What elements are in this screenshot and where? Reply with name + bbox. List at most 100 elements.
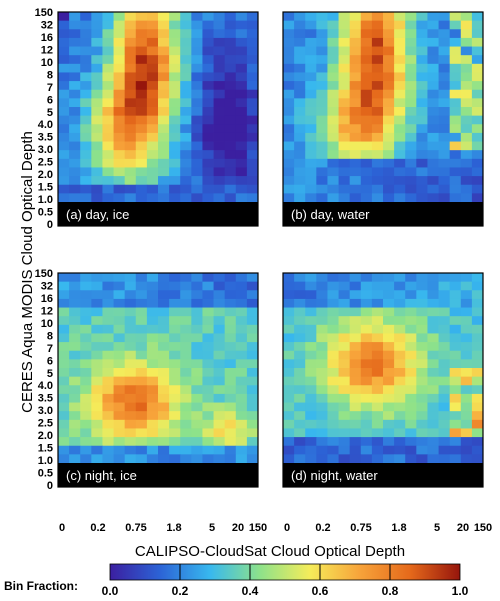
heatmap-cell	[113, 29, 126, 39]
heatmap-cell	[80, 184, 92, 194]
heatmap-cell	[169, 281, 181, 291]
heatmap-cell	[58, 385, 70, 395]
heatmap-cell	[383, 307, 395, 317]
heatmap-cell	[283, 454, 295, 464]
heatmap-cell	[460, 107, 473, 117]
heatmap-cell	[349, 158, 362, 168]
heatmap-cell	[283, 281, 295, 291]
heatmap-cell	[449, 12, 462, 22]
y-tick-label: 4.0	[38, 119, 53, 131]
heatmap-cell	[235, 20, 248, 30]
heatmap-cell	[246, 298, 259, 308]
heatmap-cell	[294, 281, 306, 291]
heatmap-cell	[294, 437, 306, 447]
heatmap-cell	[338, 167, 351, 177]
heatmap-cell	[360, 376, 373, 386]
heatmap-cell	[180, 281, 192, 291]
heatmap-cell	[305, 281, 317, 291]
heatmap-cell	[305, 124, 317, 134]
heatmap-cell	[224, 193, 237, 203]
heatmap-cell	[349, 385, 362, 395]
heatmap-cell	[405, 89, 417, 99]
heatmap-cell	[158, 115, 170, 125]
y-tick-label: 5	[47, 107, 53, 119]
heatmap-cell	[427, 141, 439, 151]
heatmap-cell	[460, 273, 473, 283]
heatmap-cell	[91, 281, 103, 291]
heatmap-cell	[394, 12, 406, 22]
heatmap-cell	[224, 141, 237, 151]
heatmap-cell	[191, 150, 203, 160]
heatmap-cell	[294, 376, 306, 386]
heatmap-cell	[213, 359, 226, 369]
heatmap-cell	[327, 132, 339, 142]
heatmap-cell	[246, 107, 259, 117]
heatmap-cell	[460, 368, 473, 378]
heatmap-cell	[180, 89, 192, 99]
heatmap-cell	[449, 141, 462, 151]
heatmap-cell	[80, 167, 92, 177]
heatmap-cell	[305, 63, 317, 73]
colorbar-title: Bin Fraction:	[4, 579, 78, 593]
heatmap-cell	[146, 63, 159, 73]
heatmap-cell	[146, 167, 159, 177]
heatmap-cell	[191, 298, 203, 308]
heatmap-cell	[58, 445, 70, 455]
heatmap-cell	[102, 158, 114, 168]
heatmap-cell	[113, 55, 126, 65]
heatmap-cell	[327, 72, 339, 82]
heatmap-cell	[283, 307, 295, 317]
heatmap-cell	[438, 428, 451, 438]
heatmap-cell	[316, 107, 328, 117]
heatmap-cell	[349, 359, 362, 369]
heatmap-cell	[180, 184, 192, 194]
heatmap-cell	[169, 184, 181, 194]
heatmap-cell	[135, 359, 148, 369]
heatmap-cell	[383, 184, 395, 194]
heatmap-cell	[180, 298, 192, 308]
heatmap-cell	[113, 411, 126, 421]
heatmap-cell	[91, 150, 103, 160]
heatmap-cell	[460, 193, 473, 203]
heatmap-cell	[460, 428, 473, 438]
heatmap-cell	[327, 141, 339, 151]
panel-c: (c) night, ice	[57, 272, 259, 488]
heatmap-cell	[283, 98, 295, 108]
heatmap-cell	[80, 324, 92, 334]
heatmap-cell	[438, 419, 451, 429]
heatmap-cell	[327, 12, 339, 22]
heatmap-cell	[383, 20, 395, 30]
heatmap-cell	[471, 393, 484, 403]
heatmap-cell	[224, 115, 237, 125]
heatmap-cell	[416, 445, 428, 455]
heatmap-cell	[405, 445, 417, 455]
heatmap-cell	[246, 167, 259, 177]
heatmap-cell	[113, 167, 126, 177]
heatmap-cell	[305, 20, 317, 30]
heatmap-cell	[471, 193, 484, 203]
heatmap-cell	[360, 193, 373, 203]
heatmap-cell	[338, 20, 351, 30]
heatmap-cell	[283, 55, 295, 65]
heatmap-cell	[191, 115, 203, 125]
heatmap-cell	[191, 107, 203, 117]
heatmap-cell	[80, 81, 92, 91]
heatmap-cell	[202, 63, 214, 73]
heatmap-cell	[327, 184, 339, 194]
heatmap-cell	[58, 290, 70, 300]
heatmap-cell	[113, 176, 126, 186]
heatmap-cell	[416, 419, 428, 429]
heatmap-cell	[80, 72, 92, 82]
heatmap-cell	[394, 37, 406, 47]
heatmap-cell	[224, 63, 237, 73]
heatmap-cell	[360, 298, 373, 308]
heatmap-cell	[360, 316, 373, 326]
heatmap-cell	[158, 124, 170, 134]
heatmap-cell	[449, 81, 462, 91]
heatmap-cell	[349, 437, 362, 447]
heatmap-cell	[146, 46, 159, 56]
heatmap-cell	[58, 342, 70, 352]
heatmap-cell	[202, 72, 214, 82]
heatmap-cell	[158, 167, 170, 177]
heatmap-cell	[102, 290, 114, 300]
